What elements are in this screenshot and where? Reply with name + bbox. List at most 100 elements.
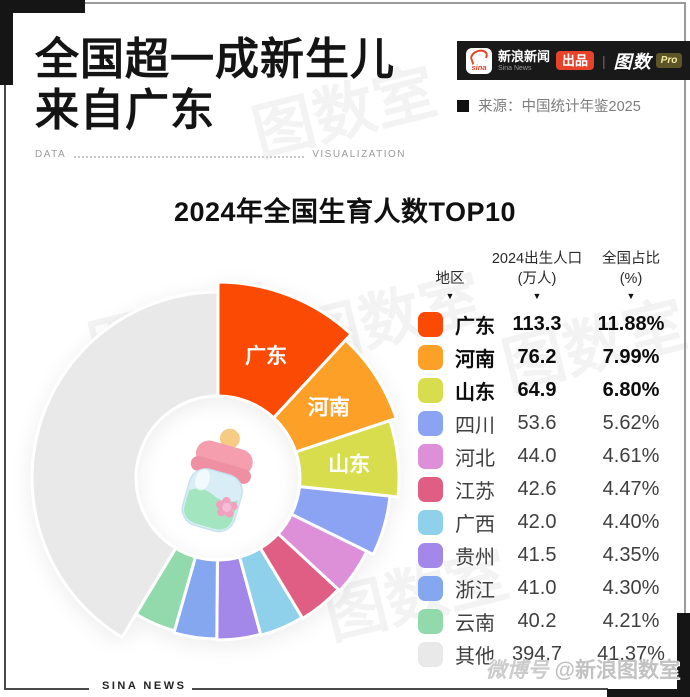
- legend-color-chip: [418, 510, 443, 536]
- legend-color-chip: [418, 609, 443, 635]
- legend-color-chip: [418, 576, 443, 602]
- region-cell: 江苏: [415, 475, 495, 504]
- sina-news-name: 新浪新闻: [498, 48, 551, 64]
- birth-value: 64.9: [517, 379, 557, 402]
- region-name: 四川: [455, 415, 495, 438]
- table-row: 山东 64.9 6.80%: [415, 374, 673, 407]
- region-cell: 其他: [415, 640, 495, 669]
- share-value: 4.21%: [602, 610, 660, 633]
- sina-news-name-en: Sina News: [498, 64, 532, 72]
- pie-slice-其他: [30, 290, 220, 639]
- share-value: 11.88%: [597, 313, 665, 336]
- page-title-line2: 来自广东: [35, 86, 215, 136]
- frame-line-top: [84, 2, 686, 4]
- region-cell: 云南: [415, 607, 495, 636]
- column-header-births: 2024出生人口 (万人): [491, 251, 583, 287]
- dotted-line: [74, 151, 305, 158]
- watermark-handle-prefix: 微博号: [485, 659, 549, 682]
- region-name: 江苏: [455, 481, 495, 504]
- corner-bracket-topleft: [0, 0, 85, 13]
- share-value: 4.61%: [602, 445, 660, 468]
- corner-bracket-bottomright: [677, 613, 690, 697]
- slice-label-广东: 广东: [245, 344, 287, 368]
- share-value: 7.99%: [602, 346, 660, 369]
- table-header: 地区 2024出生人口 (万人) 全国占比 (%): [415, 250, 673, 289]
- sina-wordmark: sina: [471, 62, 487, 72]
- tushu-logo: 图数: [613, 51, 652, 72]
- frame-line-right: [684, 2, 686, 690]
- pro-badge: Pro: [655, 53, 683, 68]
- page-title: 全国超一成新生儿 来自广东: [35, 34, 395, 137]
- table-row: 贵州 41.5 4.35%: [415, 539, 673, 572]
- share-value: 4.47%: [602, 478, 660, 501]
- birth-value: 41.5: [517, 544, 557, 567]
- birth-value: 42.0: [517, 511, 557, 534]
- table-row: 广西 42.0 4.40%: [415, 506, 673, 539]
- sort-icon: ▼: [445, 291, 455, 302]
- region-cell: 浙江: [415, 574, 495, 603]
- corner-bracket-topleft: [0, 0, 13, 85]
- pie-slice-四川: [290, 485, 392, 556]
- source-text: 来源：中国统计年鉴2025: [478, 99, 641, 115]
- bottle-nipple: [219, 428, 240, 449]
- pie-slice-山东: [294, 419, 401, 499]
- frame-line-bottom: [181, 688, 608, 690]
- legend-color-chip: [418, 345, 443, 371]
- frame-line-bottom: [5, 688, 89, 690]
- birth-value: 53.6: [517, 412, 557, 435]
- region-cell: 河北: [415, 442, 495, 471]
- legend-color-chip: [418, 477, 443, 503]
- legend-color-chip: [418, 312, 443, 338]
- brand-names: 新浪新闻 Sina News: [498, 50, 550, 72]
- column-header-region: 地区: [435, 270, 465, 287]
- share-value: 4.30%: [602, 577, 660, 600]
- legend-color-chip: [418, 642, 443, 668]
- birth-value: 42.6: [517, 478, 557, 501]
- pie-slice-广东: [216, 280, 353, 420]
- sort-icons-row: ▼ ▼ ▼: [415, 292, 673, 305]
- table-row: 河北 44.0 4.61%: [415, 440, 673, 473]
- region-name: 广东: [455, 316, 495, 339]
- region-name: 广西: [455, 514, 495, 537]
- brand-divider: |: [602, 52, 606, 69]
- sina-logo-icon: sina: [466, 47, 492, 74]
- table-row: 云南 40.2 4.21%: [415, 605, 673, 638]
- region-cell: 山东: [415, 376, 495, 405]
- birth-value: 41.0: [517, 577, 557, 600]
- birth-value: 40.2: [517, 610, 557, 633]
- column-header-share: 全国占比 (%): [602, 251, 660, 287]
- share-value: 4.35%: [602, 544, 660, 567]
- legend-color-chip: [418, 543, 443, 569]
- chart-title: 2024年全国生育人数TOP10: [173, 197, 517, 227]
- data-visualization-divider: DATA VISUALIZATION: [35, 149, 406, 160]
- share-value: 5.62%: [602, 412, 660, 435]
- data-label: DATA: [35, 149, 67, 160]
- share-value: 4.40%: [602, 511, 660, 534]
- region-name: 云南: [455, 613, 495, 636]
- region-name: 山东: [455, 382, 495, 405]
- watermark-handle: @新浪图数室: [554, 659, 680, 682]
- table-row: 四川 53.6 5.62%: [415, 407, 673, 440]
- source-bullet-square: [457, 99, 469, 112]
- table-body: 广东 113.3 11.88% 河南 76.2 7.99% 山东 64.9 6.…: [415, 308, 673, 671]
- table-row: 其他 394.7 41.37%: [415, 638, 673, 671]
- footer-watermark: 微博号 @新浪图数室: [486, 654, 680, 684]
- birth-value: 76.2: [517, 346, 557, 369]
- region-cell: 贵州: [415, 541, 495, 570]
- region-name: 其他: [455, 646, 495, 669]
- region-name: 河北: [455, 448, 495, 471]
- bottle-flower: [216, 496, 238, 518]
- table-row: 江苏 42.6 4.47%: [415, 473, 673, 506]
- baby-bottle-icon: [181, 428, 253, 533]
- visualization-label: VISUALIZATION: [312, 149, 406, 160]
- birth-value: 113.3: [512, 313, 562, 336]
- region-name: 河南: [455, 349, 495, 372]
- produce-badge: 出品: [556, 51, 595, 70]
- bottle-cap-brim: [190, 455, 251, 484]
- birth-value: 44.0: [517, 445, 557, 468]
- source-row: 来源：中国统计年鉴2025: [457, 95, 641, 116]
- data-table: 地区 2024出生人口 (万人) 全国占比 (%) ▼ ▼ ▼ 广东 113.3…: [415, 250, 673, 671]
- sort-icon: ▼: [532, 291, 542, 302]
